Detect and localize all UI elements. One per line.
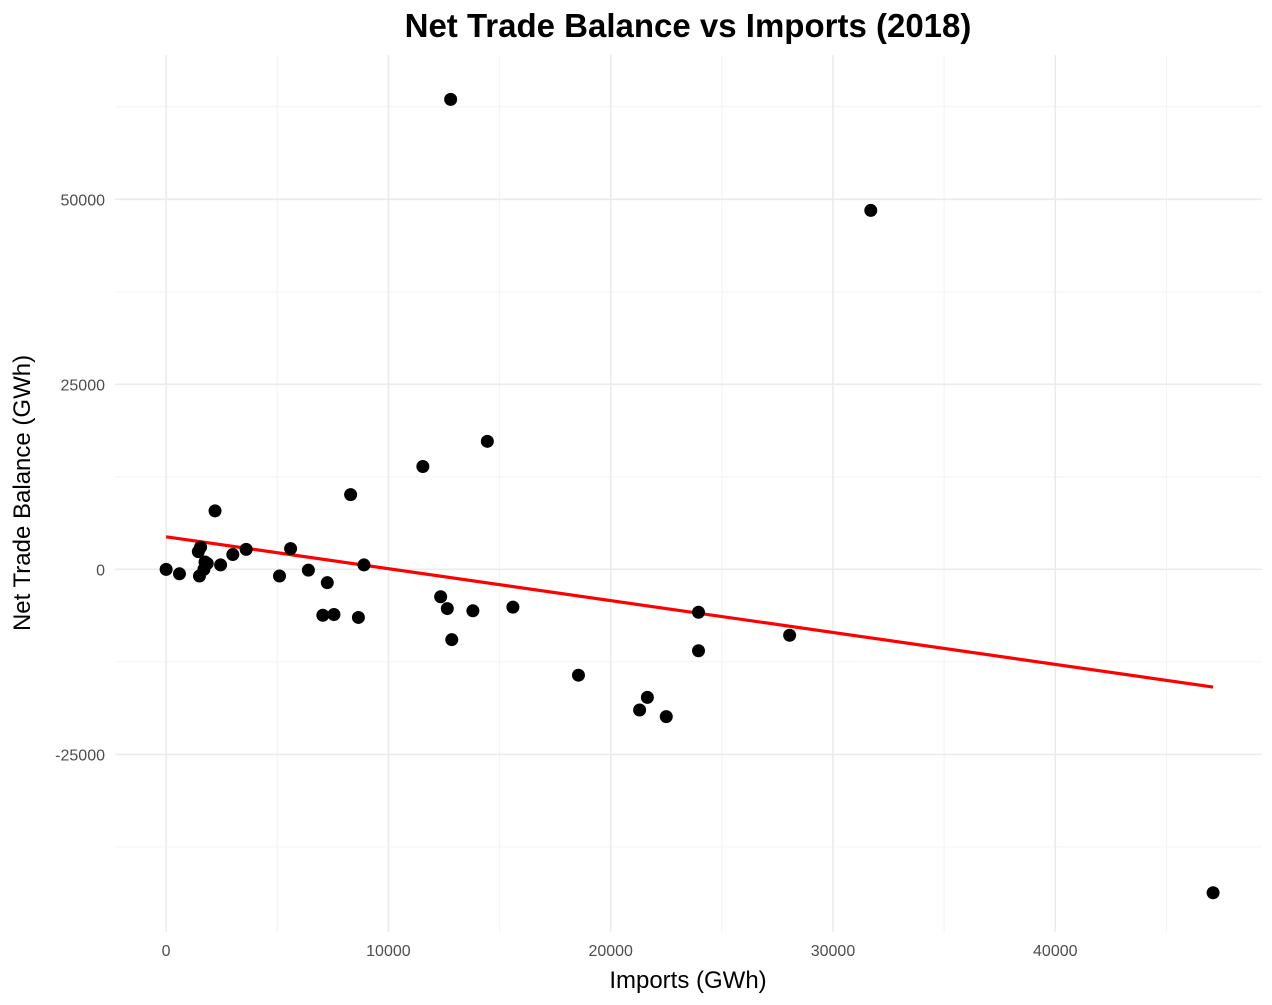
data-point (864, 203, 878, 217)
x-tick-label: 0 (162, 943, 171, 960)
data-point (172, 567, 186, 581)
data-point (194, 540, 208, 554)
x-tick-label: 10000 (366, 943, 411, 960)
chart-title: Net Trade Balance vs Imports (2018) (405, 7, 972, 44)
data-point (214, 558, 228, 572)
x-axis-title: Imports (GWh) (609, 967, 766, 994)
data-point (466, 604, 480, 618)
x-tick-labels: 0 10000 20000 30000 40000 (162, 943, 1078, 960)
minor-gridlines (115, 55, 1262, 932)
data-point (659, 710, 673, 724)
data-point (344, 488, 358, 502)
data-point (1206, 886, 1220, 900)
x-tick-label: 30000 (811, 943, 856, 960)
data-point (445, 633, 459, 647)
data-point (692, 605, 706, 619)
points-layer (159, 92, 1220, 900)
y-tick-label: 25000 (61, 377, 106, 394)
data-point (444, 92, 458, 106)
data-point (506, 600, 520, 614)
data-point (316, 608, 330, 622)
y-tick-label: 50000 (61, 192, 106, 209)
data-point (208, 504, 222, 518)
y-tick-labels: -25000 0 25000 50000 (55, 192, 105, 764)
data-point (301, 563, 315, 577)
data-point (783, 628, 797, 642)
data-point (640, 690, 654, 704)
data-point (272, 569, 286, 583)
data-point (571, 668, 585, 682)
data-point (357, 558, 371, 572)
x-tick-label: 20000 (588, 943, 633, 960)
data-point (416, 459, 430, 473)
data-point (200, 556, 214, 570)
data-point (320, 576, 334, 590)
data-point (239, 542, 253, 556)
x-tick-label: 40000 (1033, 943, 1078, 960)
data-point (480, 434, 494, 448)
trendline-layer (165, 535, 1214, 689)
data-point (351, 610, 365, 624)
y-axis-title: Net Trade Balance (GWh) (9, 355, 36, 631)
y-tick-label: -25000 (55, 747, 105, 764)
data-point (440, 602, 454, 616)
data-point (633, 703, 647, 717)
data-point (692, 644, 706, 658)
y-tick-label: 0 (96, 562, 105, 579)
trendline (165, 535, 1214, 689)
data-point (226, 548, 240, 562)
major-gridlines (115, 55, 1262, 932)
data-point (159, 562, 173, 576)
data-point (434, 590, 448, 604)
data-point (284, 542, 298, 556)
data-point (327, 608, 341, 622)
